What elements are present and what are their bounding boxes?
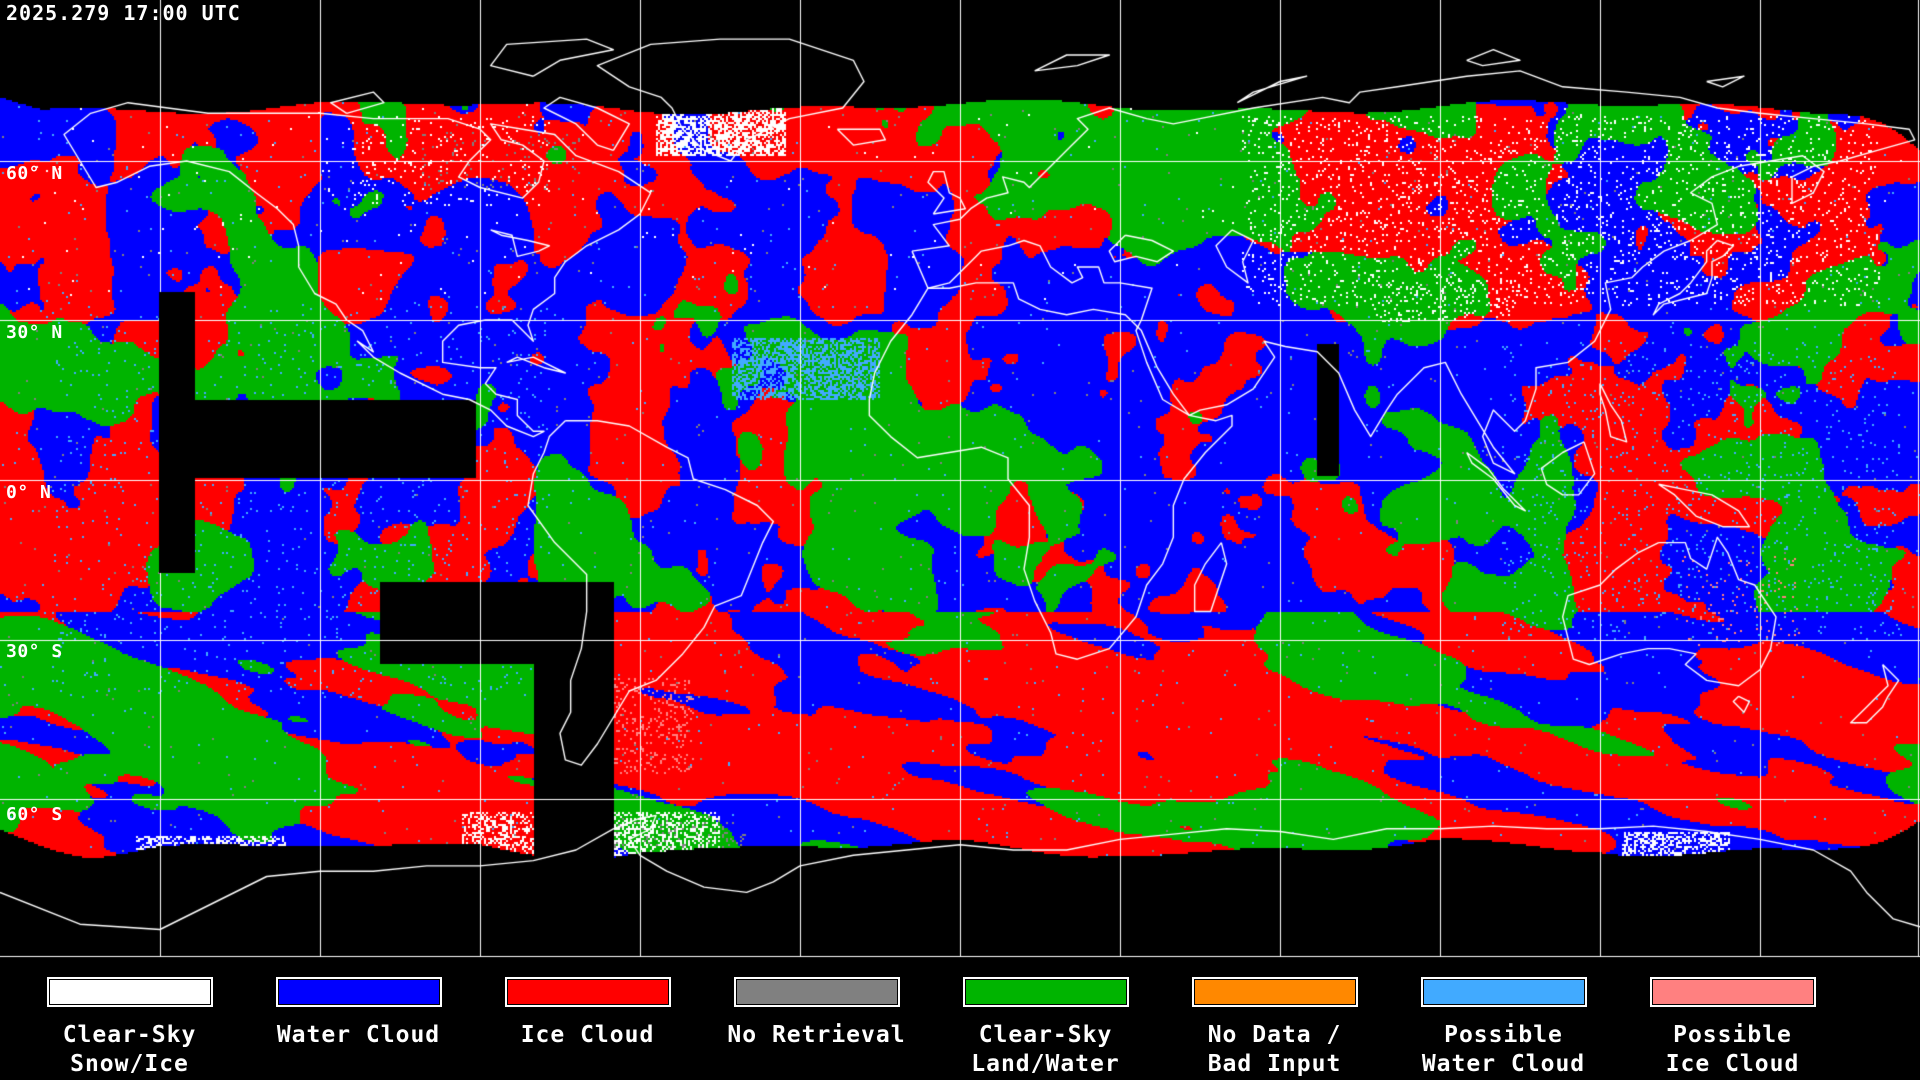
latitude-label-60n: 60° N — [6, 163, 63, 184]
latitude-label-30n: 30° N — [6, 322, 63, 343]
latitude-label-30s: 30° S — [6, 641, 63, 662]
latitude-label-60s: 60° S — [6, 804, 63, 825]
latitude-label-0n: 0° N — [6, 482, 52, 503]
timestamp-label: 2025.279 17:00 UTC — [6, 1, 241, 25]
